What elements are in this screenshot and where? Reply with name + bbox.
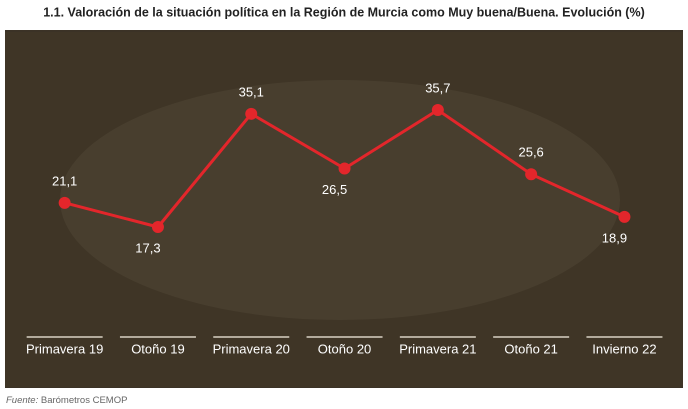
title-rule [5,30,683,32]
data-label: 21,1 [52,173,77,188]
source-label: Fuente: [6,395,39,406]
bottom-rule [5,387,683,388]
x-tick-label: Otoño 20 [318,341,372,356]
x-tick-label: Primavera 21 [399,341,476,356]
data-label: 35,1 [239,84,264,99]
point [431,104,444,116]
x-tick-label: Invierno 22 [592,341,656,356]
point [151,221,164,233]
point [245,107,258,120]
x-tick-label: Otoño 21 [504,341,558,356]
data-label: 25,6 [518,145,543,160]
plot-background [5,32,683,387]
point [525,168,538,181]
source: Fuente: Barómetros CEMOP [6,395,127,406]
point [338,162,351,175]
x-tick-label: Primavera 20 [213,341,290,356]
chart-title: 1.1. Valoración de la situación política… [43,5,645,19]
point [58,196,71,209]
data-label: 35,7 [425,80,450,95]
x-tick-label: Otoño 19 [131,341,185,356]
point [618,210,631,223]
data-label: 17,3 [135,240,160,255]
x-tick-label: Primavera 19 [26,341,103,356]
data-label: 26,5 [322,182,347,197]
background-texture [60,80,620,320]
source-text: Barómetros CEMOP [41,395,128,406]
data-label: 18,9 [602,230,627,245]
